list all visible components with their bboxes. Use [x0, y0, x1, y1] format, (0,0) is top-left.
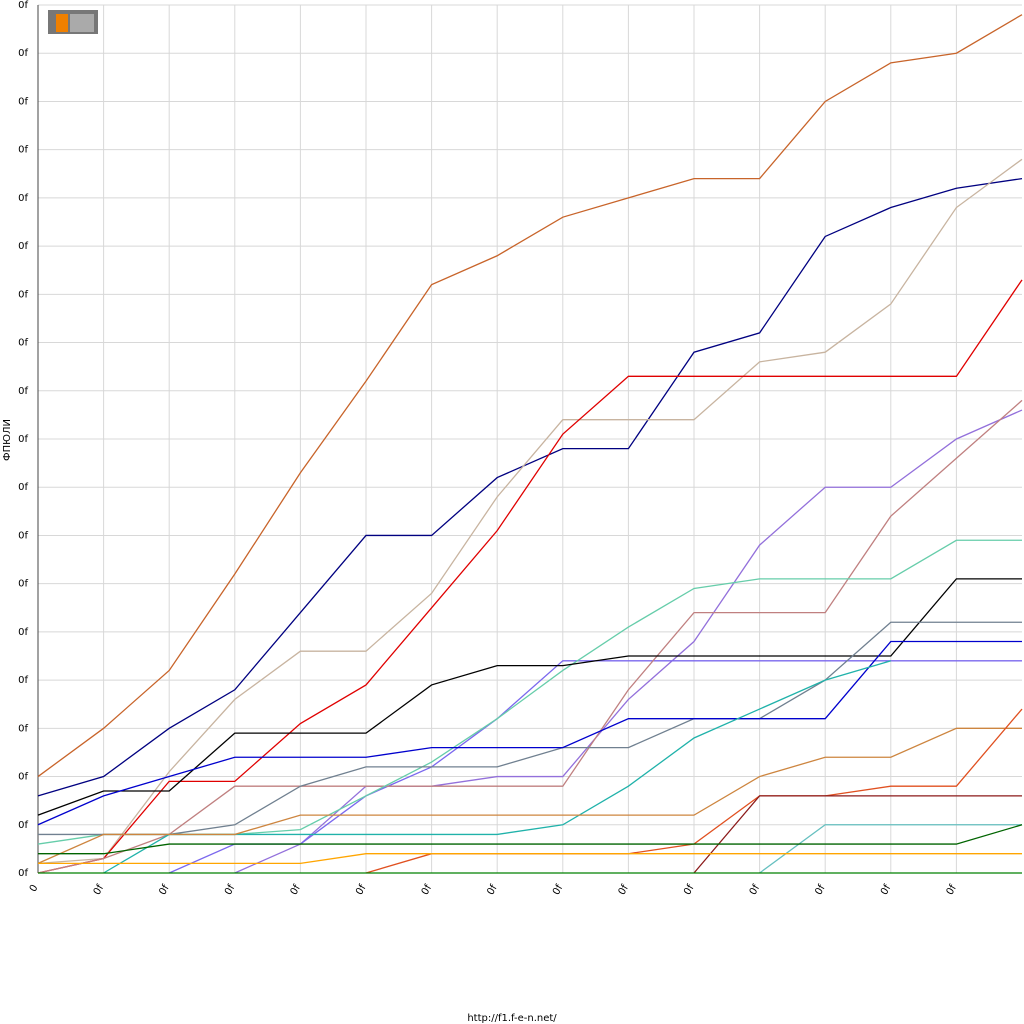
- y-tick-label: 0f: [18, 820, 28, 831]
- logo-part: [70, 14, 94, 32]
- y-axis-label: ФПЮЛИ: [2, 419, 13, 461]
- y-tick-label: 0f: [18, 0, 28, 11]
- x-tick-label: 0f: [879, 883, 894, 897]
- y-tick-label: 0f: [18, 675, 28, 686]
- series-line: [37, 578, 1022, 816]
- y-tick-label: 0f: [18, 241, 28, 252]
- x-tick-label: 0f: [420, 883, 435, 897]
- y-tick-label: 0f: [18, 579, 28, 590]
- y-tick-label: 0f: [18, 434, 28, 445]
- x-tick-label: 0f: [617, 883, 632, 897]
- y-tick-label: 0f: [18, 96, 28, 107]
- y-tick-label: 0f: [18, 530, 28, 541]
- y-tick-label: 0f: [18, 145, 28, 156]
- x-tick-label: 0f: [157, 883, 172, 897]
- y-tick-label: 0f: [18, 868, 28, 879]
- series-line: [37, 399, 1023, 874]
- series-line: [38, 824, 1023, 855]
- y-tick-label: 0f: [18, 289, 28, 300]
- logo: [48, 10, 98, 34]
- x-tick-label: 0f: [748, 883, 763, 897]
- footer: http://f1.f-e-n.net/: [467, 1013, 557, 1024]
- y-tick-label: 0f: [18, 772, 28, 783]
- x-tick-label: 0f: [354, 883, 369, 897]
- y-tick-label: 0f: [18, 386, 28, 397]
- y-tick-label: 0f: [18, 723, 28, 734]
- series-line: [38, 853, 1022, 865]
- x-tick-label: 0f: [945, 883, 960, 897]
- series-line: [37, 177, 1023, 797]
- x-tick-label: 0f: [813, 883, 828, 897]
- series-line: [37, 727, 1022, 864]
- y-tick-label: 0f: [18, 193, 28, 204]
- series-line: [693, 795, 1022, 874]
- series-line: [168, 660, 1022, 874]
- x-tick-label: 0f: [682, 883, 697, 897]
- x-tick-label: 0f: [485, 883, 500, 897]
- series-line: [37, 279, 1023, 874]
- series-line: [37, 14, 1023, 778]
- logo-accent: [56, 14, 68, 32]
- x-tick-label: 0: [28, 883, 41, 894]
- x-tick-label: 0f: [92, 883, 107, 897]
- x-tick-label: 0f: [551, 883, 566, 897]
- y-tick-label: 0f: [18, 48, 28, 59]
- x-tick-label: 0f: [223, 883, 238, 897]
- y-tick-label: 0f: [18, 482, 28, 493]
- series-line: [37, 158, 1023, 865]
- series-line: [37, 640, 1022, 826]
- series-line: [38, 621, 1022, 836]
- x-tick-label: 0f: [289, 883, 304, 897]
- series-line: [37, 539, 1022, 845]
- series-line: [759, 824, 1022, 874]
- y-tick-label: 0f: [18, 627, 28, 638]
- y-tick-label: 0f: [18, 338, 28, 349]
